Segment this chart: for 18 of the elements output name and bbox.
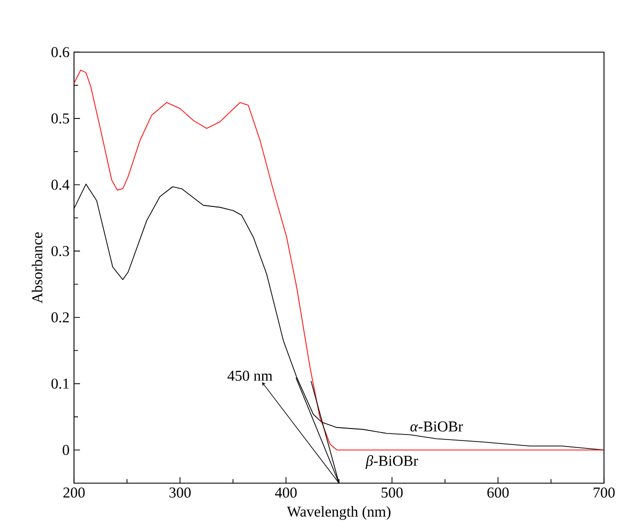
x-tick-label: 500 xyxy=(382,488,403,498)
y-tick-label: 0 xyxy=(62,444,70,456)
annotation: 450 nm xyxy=(228,370,272,381)
y-tick-label: 0.6 xyxy=(51,47,70,58)
x-tick-label: 300 xyxy=(169,488,191,498)
y-tick-label: 0.5 xyxy=(51,113,70,124)
x-tick-label: 400 xyxy=(275,488,297,498)
series-label: β-BiOBr xyxy=(366,455,418,469)
x-axis-title: Wavelength (nm) xyxy=(286,506,390,520)
y-tick-label: 0.3 xyxy=(51,246,70,256)
x-tick-label: 700 xyxy=(594,488,615,498)
y-axis-title: Absorbance xyxy=(32,232,42,304)
x-tick-label: 600 xyxy=(487,488,509,498)
y-tick-label: 0.1 xyxy=(51,378,69,389)
series-label: α-BiOBr xyxy=(410,421,463,432)
y-tick-label: 0.2 xyxy=(51,312,69,322)
y-tick-label: 0.4 xyxy=(51,180,70,190)
x-tick-label: 200 xyxy=(63,488,85,498)
